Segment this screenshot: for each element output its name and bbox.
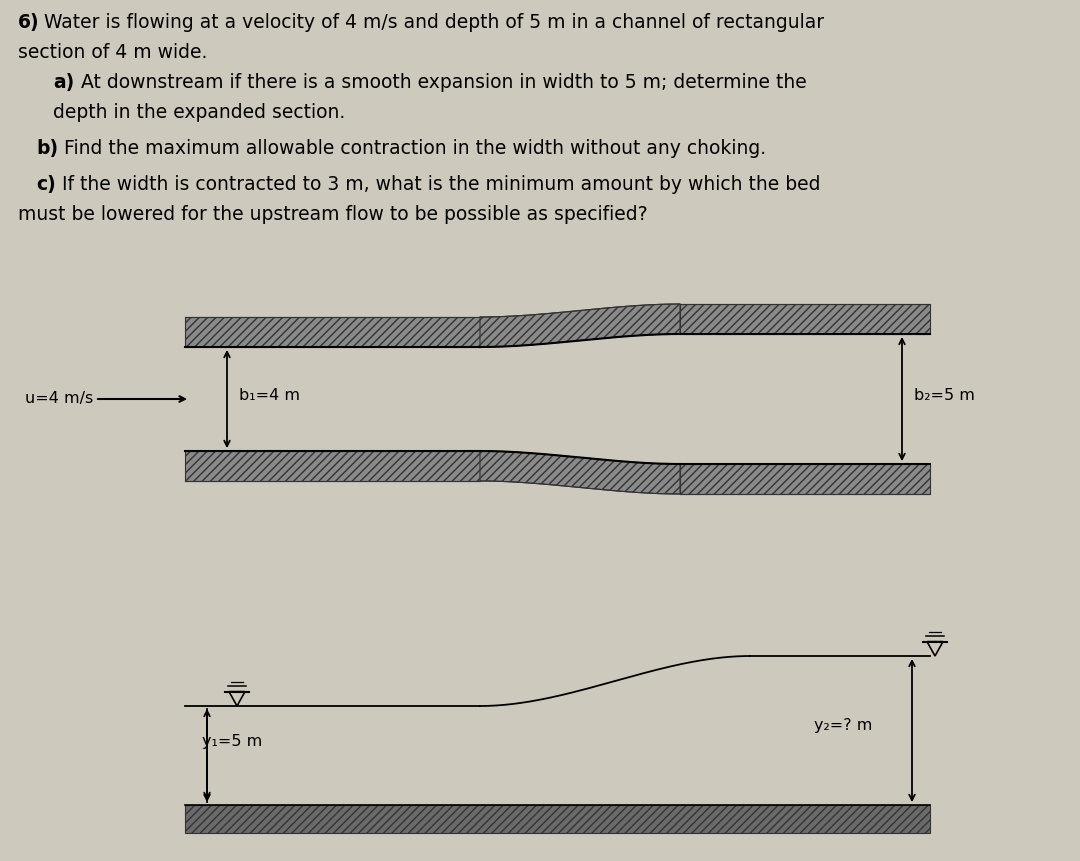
Polygon shape [480,451,680,494]
Text: depth in the expanded section.: depth in the expanded section. [53,103,346,122]
Text: u=4 m/s: u=4 m/s [25,392,93,406]
Text: y₂=? m: y₂=? m [814,718,873,733]
Text: Find the maximum allowable contraction in the width without any choking.: Find the maximum allowable contraction i… [64,139,766,158]
Text: must be lowered for the upstream flow to be possible as specified?: must be lowered for the upstream flow to… [18,205,648,224]
Bar [680,304,930,334]
Text: b₂=5 m: b₂=5 m [914,387,975,402]
Text: If the width is contracted to 3 m, what is the minimum amount by which the bed: If the width is contracted to 3 m, what … [62,175,821,194]
Bar [680,464,930,494]
Text: At downstream if there is a smooth expansion in width to 5 m; determine the: At downstream if there is a smooth expan… [81,73,807,92]
Bar [185,451,480,481]
Text: 6): 6) [18,13,40,32]
Text: a): a) [53,73,75,92]
Bar [185,317,480,347]
Text: section of 4 m wide.: section of 4 m wide. [18,43,207,62]
Text: b₁=4 m: b₁=4 m [239,387,300,402]
Bar [185,805,930,833]
Polygon shape [480,304,680,347]
Text: c): c) [36,175,56,194]
Text: y₁=5 m: y₁=5 m [202,734,262,749]
Text: Water is flowing at a velocity of 4 m/s and depth of 5 m in a channel of rectang: Water is flowing at a velocity of 4 m/s … [44,13,824,32]
Text: b): b) [36,139,58,158]
